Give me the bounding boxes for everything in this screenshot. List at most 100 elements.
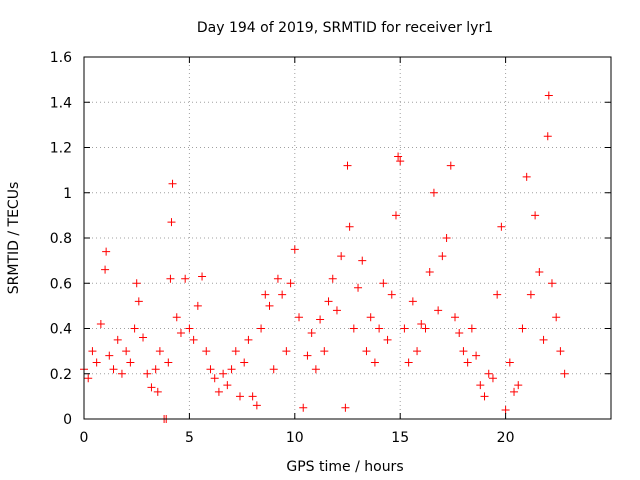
data-point (459, 347, 468, 356)
data-point (421, 324, 430, 333)
data-point (531, 211, 540, 220)
data-point (117, 369, 126, 378)
data-point (366, 313, 375, 322)
data-point (130, 324, 139, 333)
data-point (358, 256, 367, 265)
data-point (257, 324, 266, 333)
data-point (290, 245, 299, 254)
y-tick-label: 0.4 (50, 322, 72, 338)
data-point (307, 329, 316, 338)
data-point (143, 369, 152, 378)
x-tick-label: 10 (286, 430, 304, 446)
data-point (425, 267, 434, 276)
data-point (394, 152, 403, 161)
ticks-layer (83, 56, 611, 420)
data-point (535, 267, 544, 276)
data-point (101, 265, 110, 274)
data-point (96, 319, 105, 328)
data-point (379, 279, 388, 288)
y-tick-label: 0.8 (50, 231, 72, 247)
data-point (132, 279, 141, 288)
data-point (223, 381, 232, 390)
plot-frame (83, 56, 612, 420)
data-point (480, 392, 489, 401)
data-point (400, 324, 409, 333)
data-point (467, 324, 476, 333)
data-point (295, 313, 304, 322)
y-tick-label: 1 (63, 186, 72, 202)
data-point (189, 335, 198, 344)
data-point (193, 301, 202, 310)
data-point (328, 274, 337, 283)
tick-labels-layer: 0 5 10 15 20 0 0.2 0.4 0.6 0.8 1 1.2 1.4 1.6 (50, 50, 515, 446)
data-point (286, 279, 295, 288)
data-point (438, 252, 447, 261)
data-point (337, 252, 346, 261)
data-point (151, 365, 160, 374)
y-tick-label: 1.2 (50, 141, 72, 157)
data-point (556, 347, 565, 356)
data-point (248, 392, 257, 401)
data-point (261, 290, 270, 299)
data-point (522, 172, 531, 181)
data-point (235, 392, 244, 401)
data-point (505, 358, 514, 367)
data-point (434, 306, 443, 315)
data-point (172, 313, 181, 322)
y-tick-label: 1.6 (50, 50, 72, 66)
data-point (210, 374, 219, 383)
data-point (484, 369, 493, 378)
data-point (153, 387, 162, 396)
data-point (105, 351, 114, 360)
y-tick-label: 1.4 (50, 95, 72, 111)
data-point (139, 333, 148, 342)
data-point (547, 279, 556, 288)
x-tick-label: 15 (391, 430, 409, 446)
y-tick-label: 0.2 (50, 367, 72, 383)
data-point (181, 274, 190, 283)
data-point (413, 347, 422, 356)
data-point (404, 358, 413, 367)
data-point (231, 347, 240, 356)
x-tick-label: 20 (497, 430, 515, 446)
data-point (341, 403, 350, 412)
chart-title: Day 194 of 2019, SRMTID for receiver lyr… (197, 20, 493, 36)
data-point (219, 369, 228, 378)
data-point (383, 335, 392, 344)
data-point (92, 358, 101, 367)
data-point (446, 161, 455, 170)
data-point (299, 403, 308, 412)
data-point (168, 179, 177, 188)
data-point (122, 347, 131, 356)
data-point (560, 369, 569, 378)
data-point (417, 319, 426, 328)
data-point (354, 283, 363, 292)
data-point (442, 234, 451, 242)
data-point (282, 347, 291, 356)
data-point (240, 358, 249, 367)
data-point (362, 347, 371, 356)
data-point (501, 405, 510, 414)
data-point (303, 351, 312, 360)
data-point (543, 132, 552, 141)
data-point (514, 381, 523, 390)
x-axis-label: GPS time / hours (286, 459, 403, 475)
data-point (387, 290, 396, 299)
data-point (539, 335, 548, 344)
data-point (518, 324, 527, 333)
data-point (526, 290, 535, 299)
data-point (252, 401, 261, 410)
data-point (408, 297, 417, 306)
data-point (198, 272, 207, 281)
data-point (510, 387, 519, 396)
data-point (429, 188, 438, 197)
data-point (544, 91, 553, 100)
y-axis-label: SRMTID / TECUs (6, 182, 22, 295)
data-point (185, 324, 194, 333)
x-tick-label: 0 (80, 430, 89, 446)
data-point (113, 335, 122, 344)
data-point (552, 313, 561, 322)
data-point (166, 274, 175, 283)
data-point (345, 222, 354, 231)
